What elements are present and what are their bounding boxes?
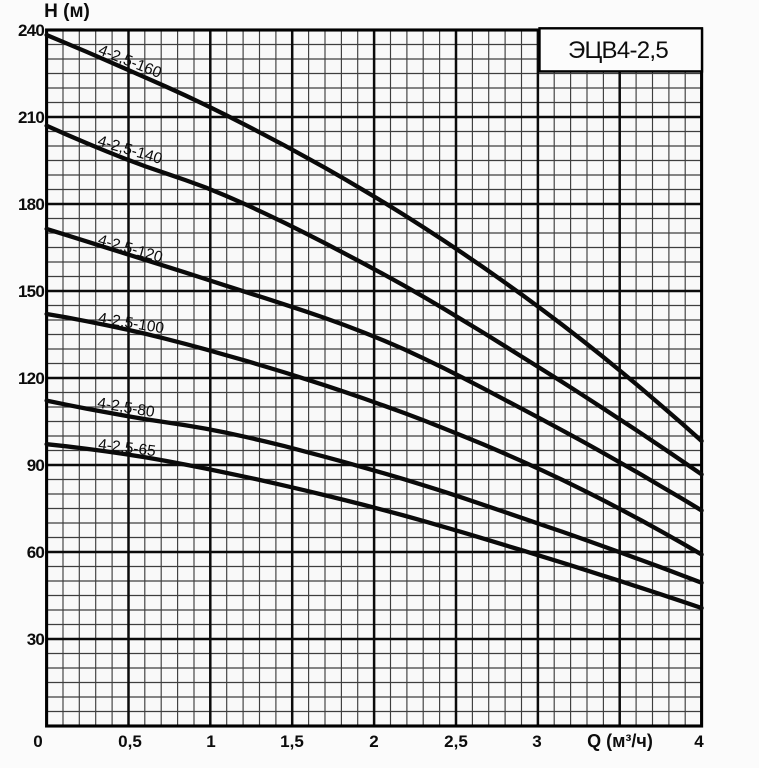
svg-text:60: 60 [27,543,45,562]
svg-text:ЭЦВ4-2,5: ЭЦВ4-2,5 [568,37,668,64]
svg-text:180: 180 [18,195,44,214]
svg-text:1,5: 1,5 [280,732,304,751]
svg-text:30: 30 [27,630,45,649]
svg-text:4: 4 [694,732,704,751]
svg-text:2,5: 2,5 [444,732,468,751]
svg-text:2: 2 [369,732,378,751]
svg-text:210: 210 [18,108,44,127]
svg-text:0,5: 0,5 [118,732,142,751]
svg-text:1: 1 [206,732,215,751]
svg-text:240: 240 [18,21,44,40]
svg-text:Q (м³/ч): Q (м³/ч) [587,731,653,751]
svg-text:120: 120 [18,369,44,388]
svg-text:150: 150 [18,282,44,301]
svg-text:4-2,5-65: 4-2,5-65 [97,436,156,460]
svg-text:3: 3 [532,732,541,751]
svg-text:0: 0 [33,732,42,751]
svg-text:90: 90 [27,456,45,475]
svg-text:H (м): H (м) [44,1,90,22]
